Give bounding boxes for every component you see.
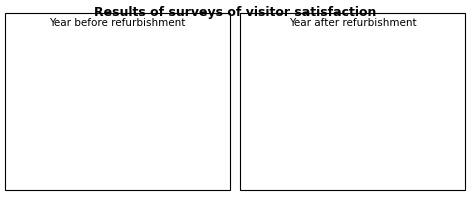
Text: 5: 5 [275, 50, 281, 59]
Text: 30: 30 [121, 121, 133, 130]
Wedge shape [70, 59, 110, 107]
Text: 5: 5 [293, 44, 299, 53]
Wedge shape [277, 61, 306, 107]
Wedge shape [257, 107, 345, 156]
Wedge shape [257, 68, 306, 107]
Legend: Very satisfied, Satisfied, Dissatisfied, Very dissatisfied, No response: Very satisfied, Satisfied, Dissatisfied,… [131, 72, 230, 142]
Wedge shape [55, 59, 70, 107]
Text: 15: 15 [247, 76, 258, 85]
Legend: Very satisfied, Satisfied, Dissatisfied, Very dissatisfied, No response: Very satisfied, Satisfied, Dissatisfied,… [366, 72, 465, 142]
Text: 35: 35 [352, 76, 364, 85]
Wedge shape [290, 59, 306, 107]
Wedge shape [22, 79, 86, 156]
Text: 40: 40 [16, 137, 28, 146]
Text: Year after refurbishment: Year after refurbishment [289, 18, 416, 28]
Wedge shape [70, 79, 119, 153]
Text: 5: 5 [58, 44, 64, 53]
Text: 15: 15 [92, 50, 103, 59]
Text: Results of surveys of visitor satisfaction: Results of surveys of visitor satisfacti… [94, 6, 376, 19]
Wedge shape [31, 61, 70, 107]
Text: 10: 10 [30, 55, 41, 64]
Text: 40: 40 [281, 159, 293, 168]
Text: Year before refurbishment: Year before refurbishment [49, 18, 186, 28]
Wedge shape [306, 59, 354, 136]
